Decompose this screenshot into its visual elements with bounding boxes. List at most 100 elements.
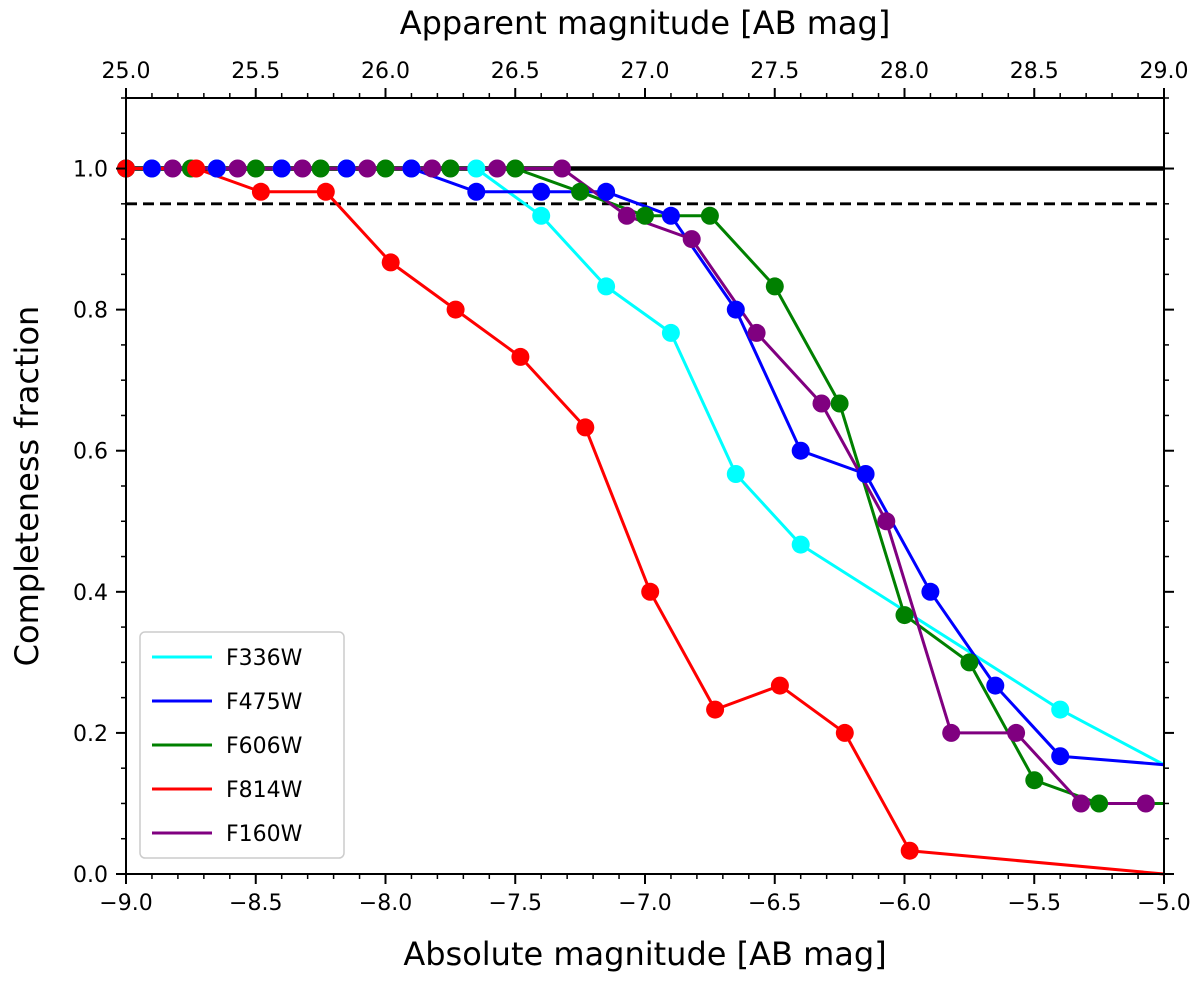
legend-box (139, 631, 345, 859)
point-f336w (1051, 700, 1070, 719)
point-f814w (251, 182, 270, 201)
y-tick-label: 0.2 (73, 722, 108, 747)
point-f160w (163, 159, 182, 178)
x-tick-label: −7.0 (618, 891, 671, 916)
point-f814w (770, 676, 789, 695)
point-f814w (900, 841, 919, 860)
point-f814w (446, 300, 465, 319)
point-f814w (835, 723, 854, 742)
y-tick-label: 0.6 (73, 440, 108, 465)
point-f160w (358, 159, 377, 178)
y-axis-title: Completeness fraction (8, 306, 46, 667)
point-f606w (311, 159, 330, 178)
point-f475w (532, 182, 551, 201)
point-f814w (187, 159, 206, 178)
series-line-f160w (172, 167, 1146, 805)
point-f475w (597, 182, 616, 201)
point-f160w (877, 512, 896, 531)
x2-tick-label: 28.5 (1010, 59, 1059, 84)
point-f336w (661, 323, 680, 342)
x-tick-label: −6.5 (748, 891, 801, 916)
y-tick-label: 0.8 (73, 299, 108, 324)
point-f475w (467, 182, 486, 201)
point-f814w (641, 582, 660, 601)
point-f160w (682, 230, 701, 249)
point-f475w (207, 159, 226, 178)
point-f606w (960, 653, 979, 672)
point-f475w (661, 206, 680, 225)
point-f606w (765, 277, 784, 296)
point-f814w (316, 182, 335, 201)
point-f475w (856, 465, 875, 483)
point-f606w (700, 206, 719, 225)
legend-label-f606w: F606W (226, 734, 303, 759)
point-f475w (402, 159, 421, 178)
x-tick-label: −6.0 (878, 891, 931, 916)
y-tick-label: 1.0 (73, 158, 108, 183)
point-f160w (1007, 723, 1026, 742)
x2-tick-label: 25.5 (231, 59, 280, 84)
point-f814w (706, 700, 725, 719)
x2-tick-label: 26.5 (491, 59, 540, 84)
x-tick-label: −5.5 (1008, 891, 1061, 916)
y-axis-ticks: 0.0 0.2 0.4 0.6 0.8 1.0 (73, 97, 1174, 888)
legend-label-f814w: F814W (226, 778, 303, 803)
legend: F336W F475W F606W F814W F160W (139, 631, 345, 859)
point-f160w (1072, 794, 1090, 813)
point-f336w (726, 465, 745, 483)
x-axis-title: Absolute magnitude [AB mag] (403, 935, 886, 973)
x-tick-label: −5.0 (1137, 891, 1190, 916)
x2-axis-ticks: 25.0 25.5 26.0 26.5 27.0 27.5 28.0 28.5 29.0 (102, 59, 1189, 98)
legend-label-f475w: F475W (226, 690, 303, 715)
series-markers (117, 159, 1155, 860)
point-f160w (488, 159, 507, 178)
point-f814w (381, 253, 400, 272)
point-f160w (942, 723, 961, 742)
point-f336w (467, 159, 486, 178)
point-f160w (423, 159, 442, 178)
x-tick-label: −9.0 (99, 891, 152, 916)
point-f475w (791, 441, 810, 460)
point-f160w (812, 394, 831, 413)
point-f160w (1136, 794, 1155, 813)
point-f160w (228, 159, 247, 178)
point-f606w (571, 182, 590, 201)
point-f606w (376, 159, 395, 178)
point-f475w (337, 159, 356, 178)
point-f814w (511, 347, 530, 366)
point-f606w (246, 159, 265, 178)
point-f475w (986, 676, 1005, 695)
x2-tick-label: 27.5 (750, 59, 799, 84)
point-f336w (597, 277, 616, 296)
point-f606w (636, 206, 654, 225)
point-f606w (441, 159, 460, 178)
x2-tick-label: 25.0 (102, 59, 151, 84)
point-f606w (506, 159, 525, 178)
y-tick-label: 0.0 (73, 863, 108, 888)
x2-axis-title: Apparent magnitude [AB mag] (400, 4, 891, 42)
point-f475w (1051, 747, 1070, 766)
x2-tick-label: 29.0 (1140, 59, 1189, 84)
x-axis-ticks: −9.0 −8.5 −8.0 −7.5 −7.0 −6.5 −6.0 −5.5 −5.0 (99, 874, 1191, 916)
point-f814w (576, 418, 595, 437)
x-tick-label: −8.5 (229, 891, 282, 916)
x-tick-label: −7.5 (489, 891, 542, 916)
x-tick-label: −8.0 (359, 891, 412, 916)
point-f160w (553, 159, 571, 178)
point-f160w (293, 159, 312, 178)
legend-label-f160w: F160W (226, 822, 303, 847)
point-f475w (272, 159, 291, 178)
series-line-f814w (126, 167, 1165, 876)
x2-tick-label: 28.0 (880, 59, 929, 84)
point-f160w (747, 323, 766, 342)
point-f475w (921, 582, 940, 601)
x2-tick-label: 26.0 (361, 59, 410, 84)
point-f606w (895, 606, 914, 625)
x2-tick-label: 27.0 (621, 59, 670, 84)
legend-label-f336w: F336W (226, 646, 303, 671)
point-f606w (1090, 794, 1109, 813)
point-f475w (142, 159, 161, 178)
point-f336w (532, 206, 551, 225)
point-f475w (726, 300, 745, 319)
